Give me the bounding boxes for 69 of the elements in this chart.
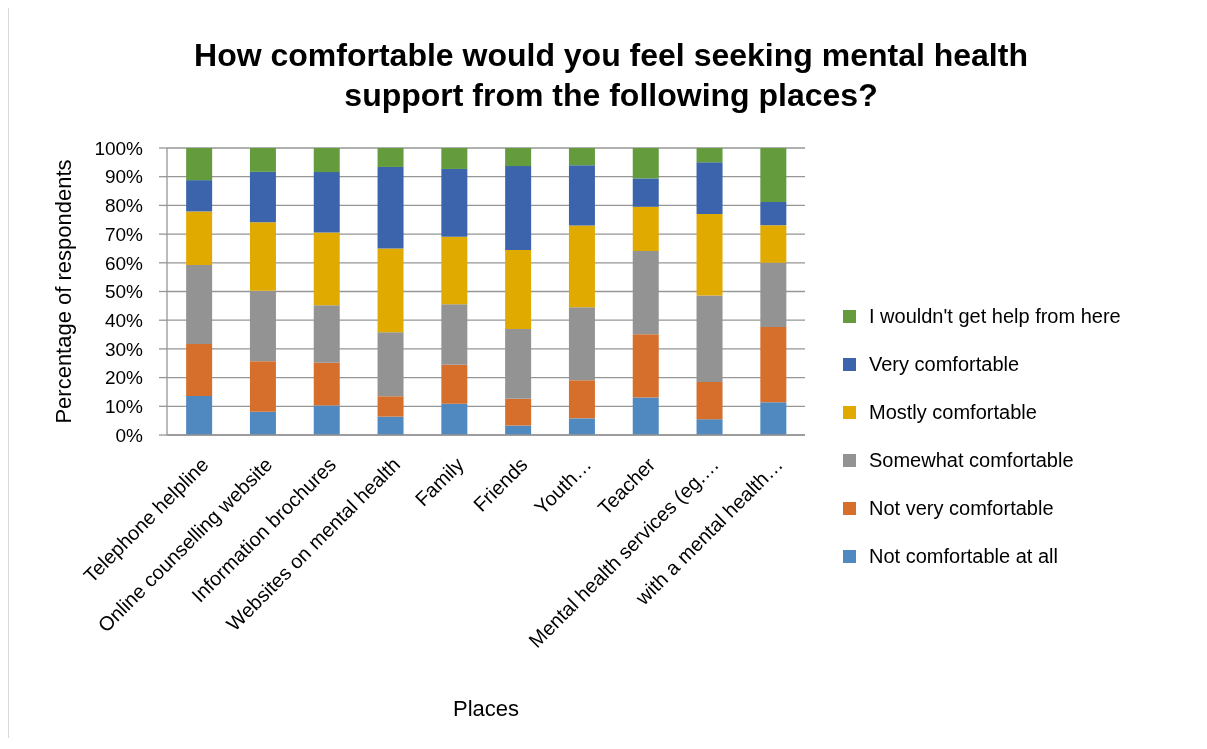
y-tick-label: 50% — [104, 281, 144, 303]
y-tick-label: 60% — [104, 252, 144, 274]
legend-label: Mostly comfortable — [869, 400, 1037, 424]
bar — [632, 206, 659, 252]
bar — [377, 166, 404, 249]
bar — [568, 148, 595, 166]
bar — [313, 405, 340, 435]
bar — [505, 398, 532, 426]
bar — [377, 396, 404, 417]
bar — [568, 165, 595, 226]
bar — [313, 362, 340, 406]
bar — [186, 395, 213, 435]
bar — [249, 171, 276, 223]
y-tick-label: 70% — [104, 223, 144, 245]
bar — [505, 148, 532, 167]
bar — [568, 380, 595, 419]
bar — [441, 403, 468, 435]
bar — [377, 416, 404, 435]
bar — [760, 201, 787, 226]
bar — [377, 248, 404, 333]
y-tick-label: 40% — [104, 309, 144, 331]
bar — [760, 225, 787, 263]
legend-label: Somewhat comfortable — [869, 448, 1074, 472]
y-tick-label: 10% — [104, 396, 144, 418]
bar — [632, 397, 659, 435]
bar — [249, 411, 276, 435]
chart-title: How comfortable would you feel seeking mental health support from the following places? — [193, 36, 1029, 115]
bar — [505, 249, 532, 330]
bar — [186, 180, 213, 212]
bar — [760, 148, 787, 202]
bar — [249, 148, 276, 172]
bar — [186, 211, 213, 266]
bar — [760, 327, 787, 403]
bar — [632, 148, 659, 179]
bar — [313, 172, 340, 233]
y-tick-label: 90% — [104, 166, 144, 188]
bar — [186, 148, 213, 181]
x-axis-title: Places — [452, 695, 520, 721]
bar — [441, 148, 468, 169]
bar — [696, 214, 723, 296]
legend-label: Not very comfortable — [869, 496, 1054, 520]
bar — [313, 148, 340, 173]
bar — [313, 232, 340, 306]
bar — [632, 334, 659, 398]
legend-label: I wouldn't get help from here — [869, 304, 1121, 328]
bar — [696, 148, 723, 163]
bar — [441, 364, 468, 404]
y-tick-label: 20% — [104, 367, 144, 389]
bar — [696, 381, 723, 420]
bar — [696, 419, 723, 435]
bar — [568, 418, 595, 435]
bar — [632, 178, 659, 207]
y-tick-label: 80% — [104, 195, 144, 217]
bar — [505, 166, 532, 250]
bar — [186, 344, 213, 396]
bar — [249, 361, 276, 412]
y-tick-label: 30% — [104, 338, 144, 360]
bar — [441, 236, 468, 305]
legend-label: Very comfortable — [869, 352, 1020, 376]
y-tick-label: 100% — [94, 137, 144, 159]
y-tick-label: 0% — [115, 424, 144, 446]
legend-label: Not comfortable at all — [869, 544, 1058, 568]
bar — [760, 402, 787, 435]
bar — [249, 222, 276, 291]
y-axis-title: Percentage of respondents — [50, 159, 76, 424]
bar — [441, 168, 468, 237]
bar — [377, 148, 404, 167]
bar — [696, 162, 723, 215]
bar — [568, 225, 595, 308]
